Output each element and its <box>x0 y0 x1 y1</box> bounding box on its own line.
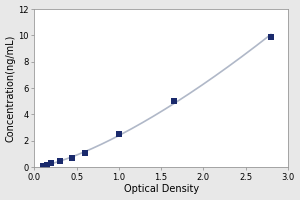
X-axis label: Optical Density: Optical Density <box>124 184 199 194</box>
Point <box>70 156 75 159</box>
Point <box>171 100 176 103</box>
Point <box>40 164 45 167</box>
Point <box>57 159 62 162</box>
Point <box>268 35 273 38</box>
Point <box>49 162 54 165</box>
Point <box>83 151 88 154</box>
Point <box>116 133 121 136</box>
Y-axis label: Concentration(ng/mL): Concentration(ng/mL) <box>6 34 16 142</box>
Point <box>45 164 50 167</box>
